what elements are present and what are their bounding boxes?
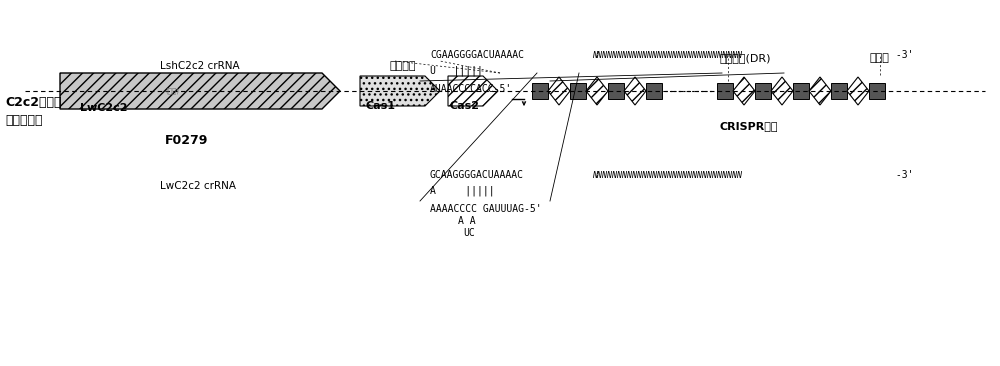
Polygon shape (624, 77, 646, 105)
Text: A A: A A (458, 216, 476, 226)
Polygon shape (60, 73, 340, 109)
Bar (831, 83, 847, 99)
Text: 正向重复(DR): 正向重复(DR) (720, 53, 772, 63)
Text: -3': -3' (890, 170, 914, 180)
Text: AAAACCCC GAUUUAG-5': AAAACCCC GAUUUAG-5' (430, 204, 542, 214)
Text: 韦德纤毛菌: 韦德纤毛菌 (5, 114, 42, 127)
Polygon shape (360, 76, 440, 106)
Text: LwC2c2: LwC2c2 (80, 103, 128, 113)
Polygon shape (733, 77, 755, 105)
Text: 组装缺口: 组装缺口 (390, 61, 416, 71)
Text: F0279: F0279 (165, 134, 208, 147)
Polygon shape (548, 77, 570, 105)
Bar (793, 83, 809, 99)
Bar (570, 83, 586, 99)
Text: -3': -3' (890, 50, 914, 60)
Polygon shape (809, 77, 831, 105)
Text: UC: UC (463, 228, 475, 238)
Bar (608, 83, 624, 99)
Text: 间隔区: 间隔区 (870, 53, 890, 63)
Bar (869, 83, 885, 99)
Text: AUAACCCCACC-5': AUAACCCCACC-5' (430, 84, 512, 94)
Bar (755, 83, 771, 99)
Polygon shape (586, 77, 608, 105)
Text: GCAAGGGGACUAAAAC: GCAAGGGGACUAAAAC (430, 170, 524, 180)
Text: U   |||||: U ||||| (430, 66, 483, 76)
Text: C2c2基因座: C2c2基因座 (5, 96, 62, 109)
Text: Cas2: Cas2 (450, 101, 480, 111)
Text: (删减): (删减) (165, 88, 179, 94)
Bar (646, 83, 662, 99)
Bar (717, 83, 733, 99)
Text: NNNNNNNNNNNNNNNNNNNNNNNNNNNNNN: NNNNNNNNNNNNNNNNNNNNNNNNNNNNNN (592, 171, 742, 179)
Polygon shape (448, 76, 498, 106)
Polygon shape (847, 77, 869, 105)
Text: Cas1: Cas1 (365, 101, 395, 111)
Polygon shape (771, 77, 793, 105)
Text: NNNNNNNNNNNNNNNNNNNNNNNNNNNNNN: NNNNNNNNNNNNNNNNNNNNNNNNNNNNNN (592, 51, 742, 60)
Text: CGAAGGGGACUAAAAC: CGAAGGGGACUAAAAC (430, 50, 524, 60)
Bar (532, 83, 548, 99)
Text: LshC2c2 crRNA: LshC2c2 crRNA (160, 61, 240, 71)
Text: LwC2c2 crRNA: LwC2c2 crRNA (160, 181, 236, 191)
Text: CRISPR阵列: CRISPR阵列 (719, 121, 778, 131)
Text: A     |||||: A ||||| (430, 186, 495, 196)
